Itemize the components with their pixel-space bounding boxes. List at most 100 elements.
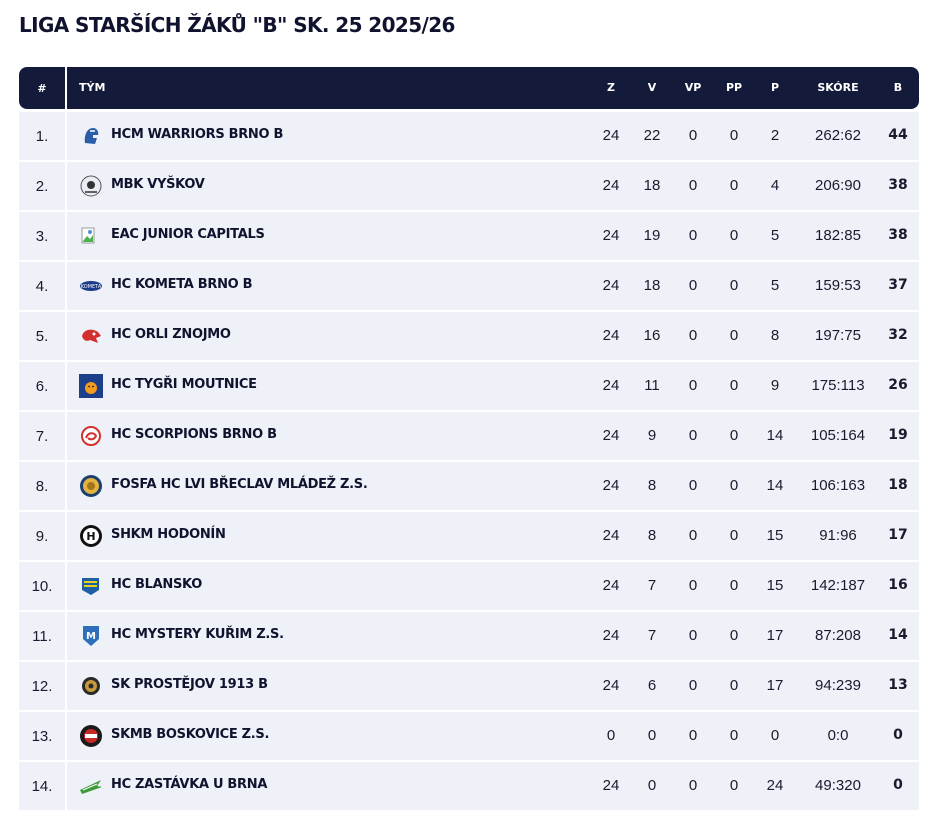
score: 105:164: [810, 427, 866, 444]
rank-cell: 10.: [19, 562, 65, 610]
table-row: 11. M HC MYSTERY KUŘIM Z.S. 24 7 0 0 17 87:208 14: [19, 612, 919, 660]
team-name[interactable]: SKMB BOSKOVICE Z.S.: [111, 727, 270, 742]
wins: 0: [647, 777, 657, 794]
wins: 19: [643, 227, 661, 244]
points: 16: [888, 577, 908, 593]
table-row: 3. EAC JUNIOR CAPITALS 24 19 0 0 5 182:85 38: [19, 212, 919, 260]
games-played: 24: [602, 527, 620, 544]
rank-cell: 7.: [19, 412, 65, 460]
games-played: 24: [602, 627, 620, 644]
table-row: 14. HC ZASTÁVKA U BRNA 24 0 0 0 24 49:320 0: [19, 762, 919, 810]
table-row: 4. KOMETA HC KOMETA BRNO B 24 18 0 0 5 159:53 37: [19, 262, 919, 310]
svg-text:H: H: [86, 530, 95, 543]
points: 37: [888, 277, 908, 293]
wins: 0: [647, 727, 657, 744]
overtime-losses: 0: [729, 177, 739, 194]
kometa-icon: KOMETA: [79, 274, 103, 298]
losses: 24: [766, 777, 784, 794]
team-name[interactable]: EAC JUNIOR CAPITALS: [111, 227, 265, 242]
blansko-icon: [79, 574, 103, 598]
team-name[interactable]: HC SCORPIONS BRNO B: [111, 427, 277, 442]
overtime-losses: 0: [729, 127, 739, 144]
overtime-losses: 0: [729, 627, 739, 644]
overtime-losses: 0: [729, 427, 739, 444]
overtime-losses: 0: [729, 277, 739, 294]
mbk-crest-icon: [79, 174, 103, 198]
team-name[interactable]: SHKM HODONÍN: [111, 527, 226, 542]
games-played: 24: [602, 477, 620, 494]
games-played: 24: [602, 227, 620, 244]
overtime-losses: 0: [729, 477, 739, 494]
score: 197:75: [815, 327, 861, 344]
losses: 0: [770, 727, 780, 744]
team-cell: HC TYGŘI MOUTNICE 24 11 0 0 9 175:113 26: [67, 362, 919, 410]
rank-cell: 13.: [19, 712, 65, 760]
team-cell: EAC JUNIOR CAPITALS 24 19 0 0 5 182:85 38: [67, 212, 919, 260]
points: 14: [888, 627, 908, 643]
team-cell: HCM WARRIORS BRNO B 24 22 0 0 2 262:62 44: [67, 112, 919, 160]
team-name[interactable]: FOSFA HC LVI BŘECLAV MLÁDEŽ Z.S.: [111, 477, 368, 492]
page-title: LIGA STARŠÍCH ŽÁKŮ "B" SK. 25 2025/26: [19, 13, 455, 37]
team-name[interactable]: SK PROSTĚJOV 1913 B: [111, 677, 268, 692]
warrior-helmet-icon: [79, 124, 103, 148]
team-cell: H SHKM HODONÍN 24 8 0 0 15 91:96 17: [67, 512, 919, 560]
team-name[interactable]: HC TYGŘI MOUTNICE: [111, 377, 257, 392]
points: 44: [888, 127, 908, 143]
score: 0:0: [827, 727, 849, 744]
losses: 17: [766, 627, 784, 644]
prostejov-icon: [79, 674, 103, 698]
losses: 5: [770, 227, 780, 244]
overtime-losses: 0: [729, 777, 739, 794]
hodonin-h-icon: H: [79, 524, 103, 548]
rank-cell: 1.: [19, 112, 65, 160]
overtime-wins: 0: [688, 177, 698, 194]
losses: 8: [770, 327, 780, 344]
overtime-losses: 0: [729, 577, 739, 594]
header-score: SKÓRE: [817, 81, 859, 94]
team-name[interactable]: HC KOMETA BRNO B: [111, 277, 253, 292]
team-name[interactable]: HC MYSTERY KUŘIM Z.S.: [111, 627, 284, 642]
table-row: 10. HC BLANSKO 24 7 0 0 15 142:187 16: [19, 562, 919, 610]
header-v: V: [647, 81, 657, 94]
team-name[interactable]: HC BLANSKO: [111, 577, 202, 592]
rank-cell: 3.: [19, 212, 65, 260]
team-name[interactable]: MBK VYŠKOV: [111, 177, 205, 192]
losses: 9: [770, 377, 780, 394]
overtime-wins: 0: [688, 327, 698, 344]
table-row: 12. SK PROSTĚJOV 1913 B 24 6 0 0 17 94:239 13: [19, 662, 919, 710]
overtime-wins: 0: [688, 227, 698, 244]
team-cell: SKMB BOSKOVICE Z.S. 0 0 0 0 0 0:0 0: [67, 712, 919, 760]
table-header: # TÝM Z V VP PP P SKÓRE B: [19, 67, 919, 109]
overtime-losses: 0: [729, 677, 739, 694]
wins: 11: [644, 377, 660, 394]
team-cell: KOMETA HC KOMETA BRNO B 24 18 0 0 5 159:53 37: [67, 262, 919, 310]
overtime-losses: 0: [729, 227, 739, 244]
games-played: 24: [602, 677, 620, 694]
header-rank: #: [19, 67, 65, 109]
games-played: 24: [602, 577, 620, 594]
rank-cell: 2.: [19, 162, 65, 210]
losses: 5: [770, 277, 780, 294]
overtime-wins: 0: [688, 577, 698, 594]
team-cell: FOSFA HC LVI BŘECLAV MLÁDEŽ Z.S. 24 8 0 0 14 1…: [67, 462, 919, 510]
team-cell: SK PROSTĚJOV 1913 B 24 6 0 0 17 94:239 13: [67, 662, 919, 710]
team-name[interactable]: HC ZASTÁVKA U BRNA: [111, 777, 268, 792]
team-name[interactable]: HCM WARRIORS BRNO B: [111, 127, 284, 142]
points: 38: [888, 227, 908, 243]
team-cell: HC ZASTÁVKA U BRNA 24 0 0 0 24 49:320 0: [67, 762, 919, 810]
score: 142:187: [810, 577, 866, 594]
team-name[interactable]: HC ORLI ZNOJMO: [111, 327, 231, 342]
team-cell: HC SCORPIONS BRNO B 24 9 0 0 14 105:164 19: [67, 412, 919, 460]
losses: 17: [766, 677, 784, 694]
losses: 4: [770, 177, 780, 194]
losses: 14: [766, 477, 784, 494]
svg-text:KOMETA: KOMETA: [81, 284, 102, 290]
score: 262:62: [815, 127, 861, 144]
rank-cell: 9.: [19, 512, 65, 560]
overtime-losses: 0: [729, 377, 739, 394]
score: 106:163: [810, 477, 866, 494]
games-played: 24: [602, 127, 620, 144]
overtime-wins: 0: [688, 727, 698, 744]
header-team: TÝM: [79, 81, 106, 94]
table-row: 6. HC TYGŘI MOUTNICE 24 11 0 0 9 175:113 26: [19, 362, 919, 410]
